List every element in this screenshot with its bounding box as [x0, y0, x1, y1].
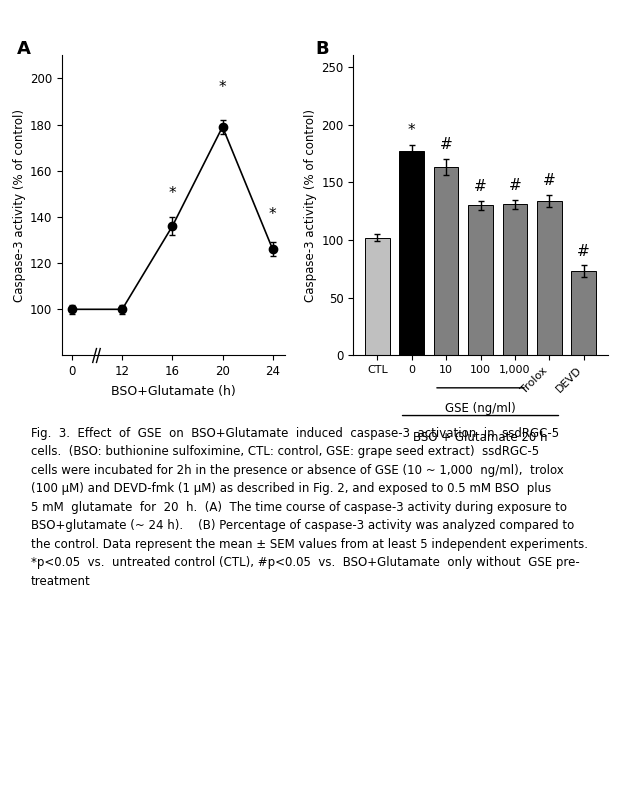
Bar [399, 151, 424, 356]
Text: *: * [269, 206, 277, 221]
Text: B: B [315, 40, 329, 58]
Bar [502, 205, 527, 356]
Text: A: A [17, 40, 31, 58]
Text: *: * [169, 186, 176, 201]
Text: #: # [543, 173, 556, 188]
Y-axis label: Caspase-3 activity (% of control): Caspase-3 activity (% of control) [304, 109, 317, 302]
Text: #: # [440, 137, 453, 152]
Y-axis label: Caspase-3 activity (% of control): Caspase-3 activity (% of control) [13, 109, 26, 302]
Text: Fig.  3.  Effect  of  GSE  on  BSO+Glutamate  induced  caspase-3  activation  in: Fig. 3. Effect of GSE on BSO+Glutamate i… [31, 427, 588, 588]
Bar [571, 271, 596, 356]
Text: #: # [508, 178, 521, 193]
Text: GSE (ng/ml): GSE (ng/ml) [445, 401, 516, 415]
Text: *: * [219, 80, 226, 95]
Text: #: # [577, 243, 590, 258]
Bar [537, 201, 562, 356]
Bar [365, 238, 390, 356]
Text: BSO + Glutamate 20 h: BSO + Glutamate 20 h [414, 431, 547, 443]
Bar [434, 167, 459, 356]
Bar [468, 205, 493, 356]
Text: *: * [408, 123, 415, 138]
X-axis label: BSO+Glutamate (h): BSO+Glutamate (h) [111, 386, 236, 398]
Text: #: # [474, 179, 487, 194]
